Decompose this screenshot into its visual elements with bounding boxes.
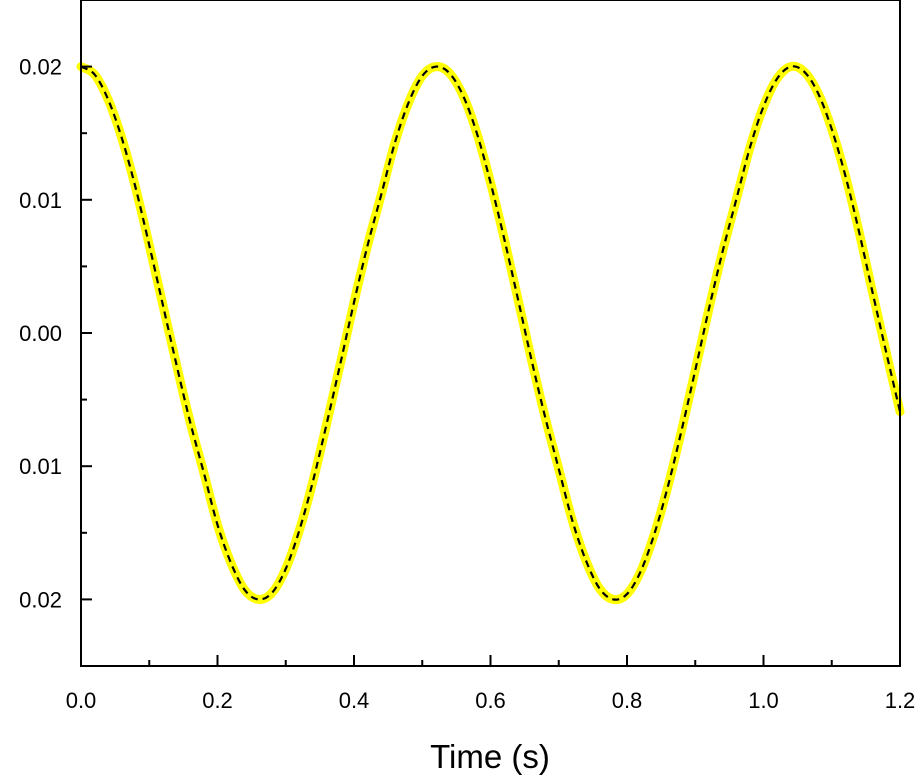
series-line-2-dashed [80,65,902,601]
y-tick-label: 0.02 [19,587,62,612]
x-tick-label: 0.0 [66,688,97,713]
x-tick-label: 1.2 [885,688,916,713]
y-tick-label: 0.02 [19,55,62,80]
y-tick-label: 0.01 [19,454,62,479]
y-tick-label: 0.01 [19,188,62,213]
y-tick-label: 0.00 [19,321,62,346]
x-tick-label: 0.6 [475,688,506,713]
x-tick-label: 0.2 [202,688,233,713]
series-layer [76,61,905,605]
plot-area-frame [80,0,901,667]
x-axis: 0.0 0.2 0.4 0.6 0.8 1.0 1.2 [66,655,916,713]
x-tick-label: 1.0 [748,688,779,713]
x-axis-title: Time (s) [430,738,550,775]
series-line-1-solid [76,61,905,605]
y-axis: 0.02 0.01 0.00 0.01 0.02 [19,55,92,612]
x-tick-label: 0.8 [612,688,643,713]
x-tick-label: 0.4 [339,688,370,713]
